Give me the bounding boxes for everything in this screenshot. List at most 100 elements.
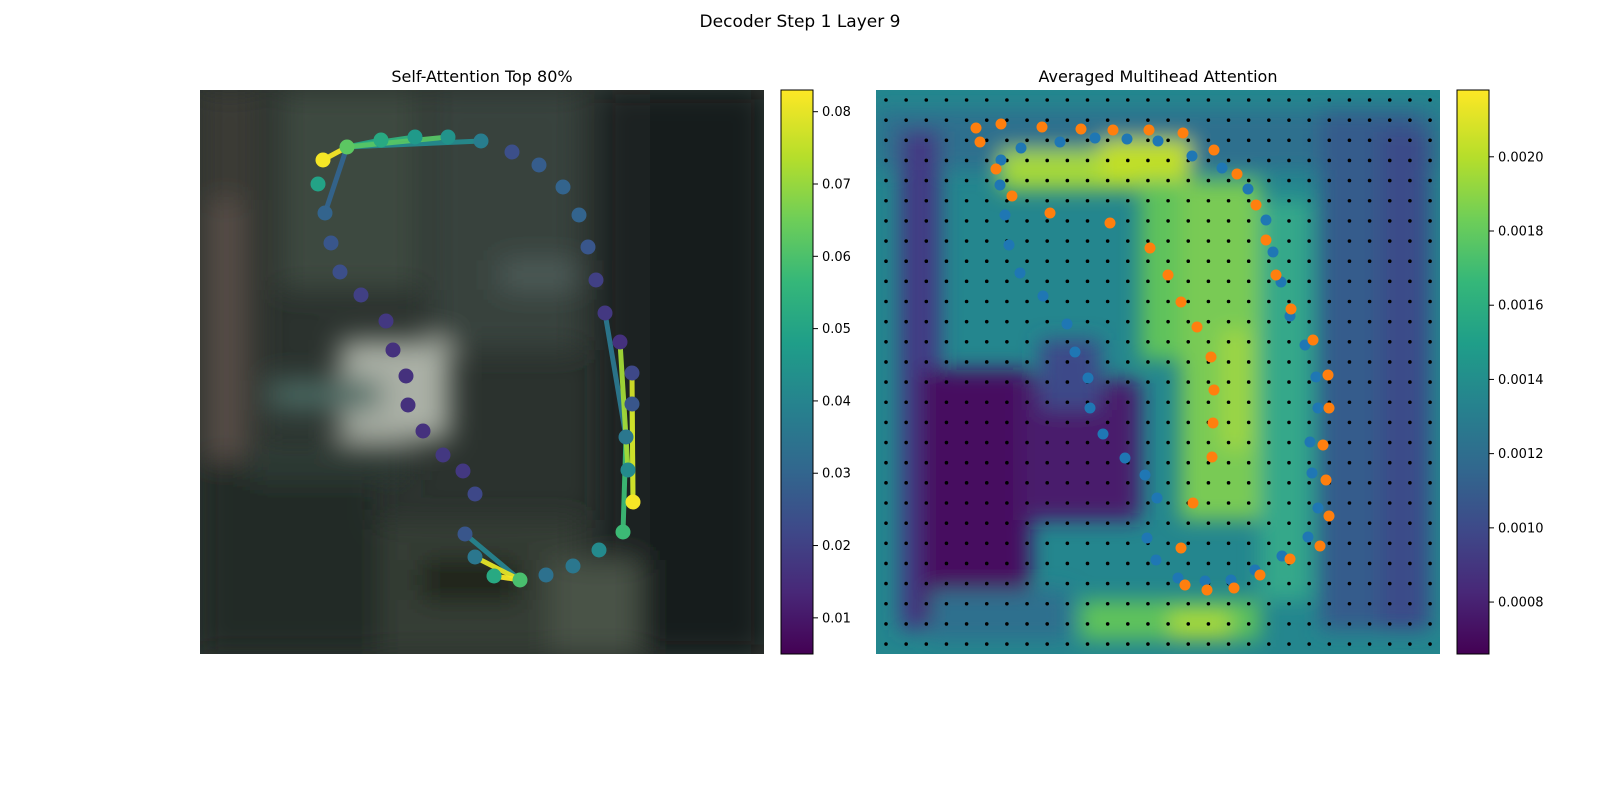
grid-dot <box>944 138 949 143</box>
grid-dot <box>1126 299 1130 304</box>
grid-dot <box>1146 521 1150 525</box>
grid-dot <box>1226 360 1231 364</box>
grid-dot <box>1186 642 1191 646</box>
grid-dot <box>1005 521 1009 525</box>
grid-dot <box>884 219 888 223</box>
blue-point <box>1014 267 1026 279</box>
right-colorbar <box>1456 89 1490 655</box>
colorbar-tick-label: 0.08 <box>822 105 851 120</box>
grid-dot <box>1085 360 1090 364</box>
grid-dot <box>904 400 908 405</box>
grid-dot <box>924 259 929 264</box>
grid-dot <box>1186 440 1191 445</box>
colorbar-tick-label: 0.0008 <box>1498 596 1544 611</box>
grid-dot <box>984 239 989 243</box>
token-point <box>531 157 547 173</box>
grid-dot <box>904 420 908 425</box>
grid-dot <box>1186 178 1191 183</box>
blue-point <box>999 209 1011 221</box>
grid-dot <box>1347 541 1352 546</box>
grid-dot <box>1387 601 1392 606</box>
grid-dot <box>1166 420 1170 425</box>
orange-point <box>1044 207 1056 219</box>
grid-dot <box>1327 198 1332 203</box>
grid-dot <box>1267 98 1271 102</box>
token-point <box>591 542 607 558</box>
grid-dot <box>1408 340 1412 344</box>
grid-dot <box>1428 581 1432 586</box>
grid-dot <box>1347 521 1352 525</box>
grid-dot <box>1025 380 1029 384</box>
grid-dot <box>964 98 969 102</box>
grid-dot <box>1226 601 1231 606</box>
grid-dot <box>1065 98 1070 102</box>
colorbar-tick-label: 0.0016 <box>1498 299 1544 314</box>
grid-dot <box>1428 481 1432 485</box>
grid-dot <box>924 340 929 344</box>
token-point <box>588 272 604 288</box>
grid-dot <box>1408 521 1412 525</box>
grid-dot <box>1287 622 1291 626</box>
grid-dot <box>904 360 908 364</box>
grid-dot <box>1166 279 1170 284</box>
grid-dot <box>1146 340 1150 344</box>
grid-dot <box>1307 138 1311 143</box>
orange-point <box>1036 121 1048 133</box>
grid-dot <box>1246 198 1251 203</box>
token-point <box>555 179 571 195</box>
grid-dot <box>1025 460 1029 465</box>
grid-dot <box>1146 561 1150 566</box>
token-point <box>400 397 416 413</box>
grid-dot <box>1166 622 1170 626</box>
grid-dot <box>1267 521 1271 525</box>
orange-point <box>1208 384 1220 396</box>
grid-dot <box>1387 561 1392 566</box>
grid-dot <box>1408 581 1412 586</box>
token-point <box>624 396 640 412</box>
grid-dot <box>1146 601 1150 606</box>
grid-dot <box>1428 279 1432 284</box>
grid-dot <box>1126 622 1130 626</box>
orange-point <box>1206 451 1218 463</box>
grid-dot <box>1105 642 1110 646</box>
grid-dot <box>984 541 989 546</box>
orange-point <box>1284 553 1296 565</box>
grid-dot <box>1085 279 1090 284</box>
grid-dot <box>984 319 989 324</box>
grid-dot <box>1428 219 1432 223</box>
grid-dot <box>1005 299 1009 304</box>
grid-dot <box>1045 581 1049 586</box>
grid-dot <box>944 420 949 425</box>
grid-dot <box>924 420 929 425</box>
grid-dot <box>1025 319 1029 324</box>
grid-dot <box>884 319 888 324</box>
grid-dot <box>1367 118 1372 122</box>
grid-dot <box>1186 299 1191 304</box>
grid-dot <box>1126 360 1130 364</box>
grid-dot <box>1267 601 1271 606</box>
grid-dot <box>1387 642 1392 646</box>
colorbar-tick-label: 0.07 <box>822 178 851 193</box>
colorbar-tick-label: 0.0010 <box>1498 521 1544 536</box>
grid-dot <box>1307 501 1311 505</box>
token-point <box>440 129 456 145</box>
grid-dot <box>1408 622 1412 626</box>
orange-point <box>1179 579 1191 591</box>
orange-point <box>995 118 1007 130</box>
grid-dot <box>1367 178 1372 183</box>
grid-dot <box>1387 481 1392 485</box>
grid-dot <box>1428 360 1432 364</box>
grid-dot <box>1226 642 1231 646</box>
grid-dot <box>944 259 949 264</box>
grid-dot <box>1347 561 1352 566</box>
grid-dot <box>924 319 929 324</box>
token-point <box>512 572 528 588</box>
grid-dot <box>1347 138 1352 143</box>
grid-dot <box>1045 420 1049 425</box>
grid-dot <box>1246 400 1251 405</box>
grid-dot <box>1387 360 1392 364</box>
grid-dot <box>984 380 989 384</box>
grid-dot <box>1146 299 1150 304</box>
grid-dot <box>1226 420 1231 425</box>
grid-dot <box>1347 239 1352 243</box>
